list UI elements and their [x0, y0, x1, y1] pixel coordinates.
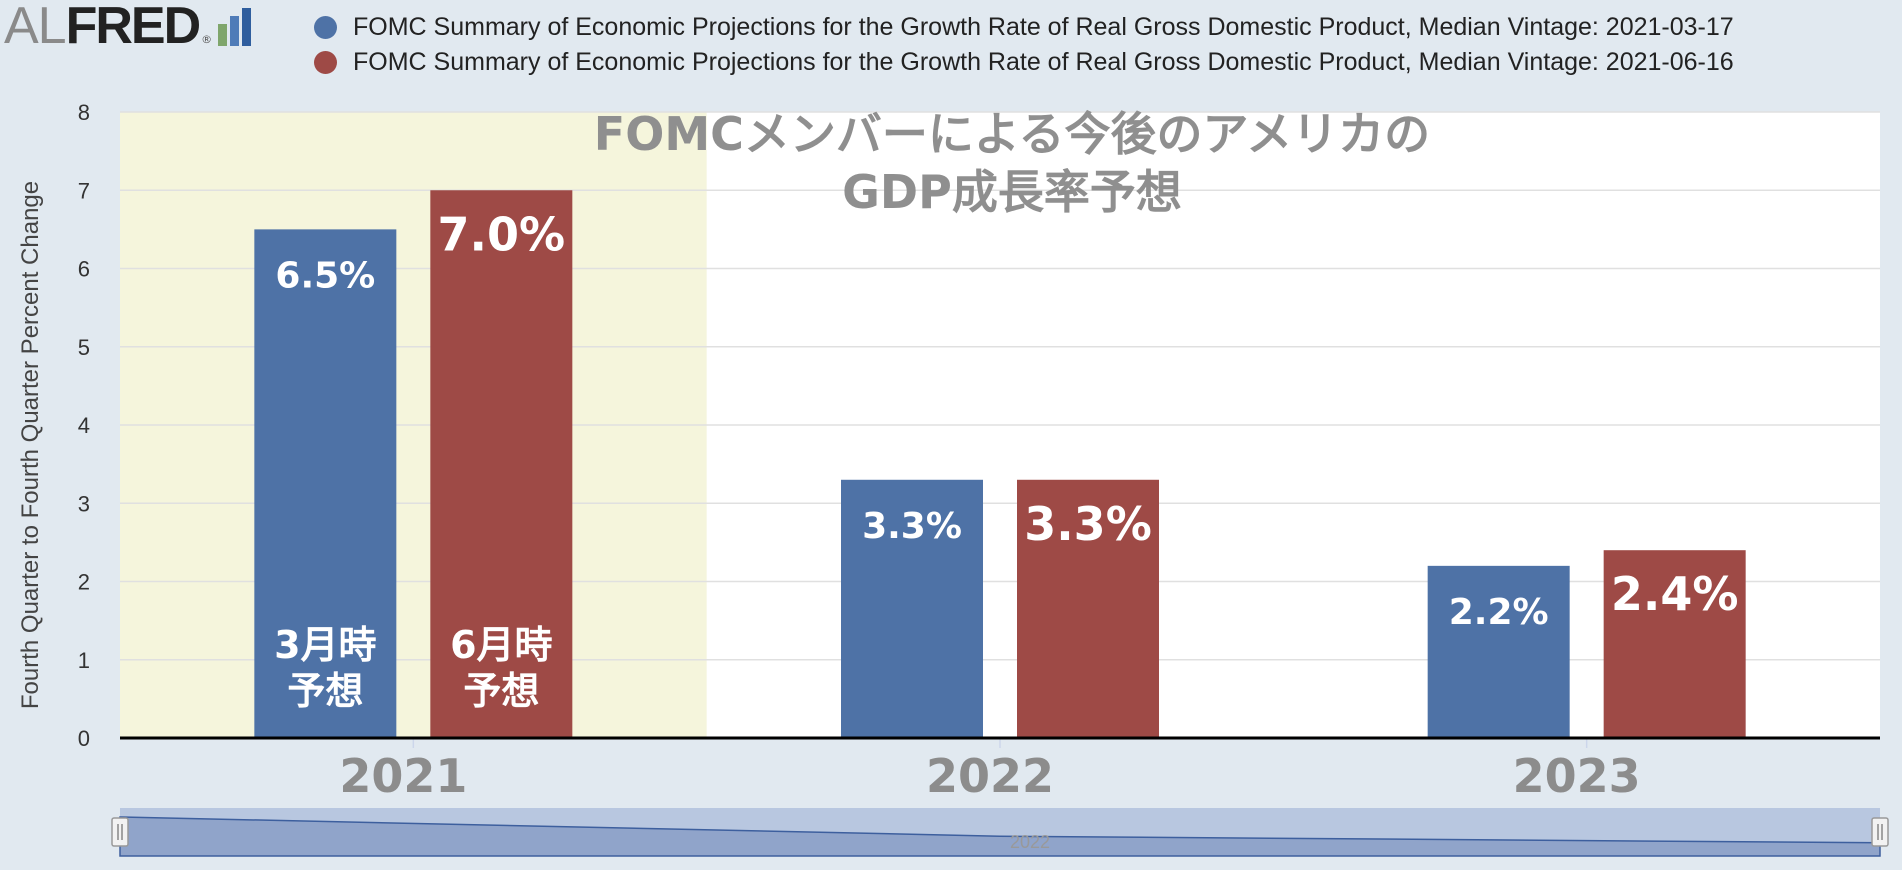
y-tick-label: 8 [78, 100, 90, 125]
logo-fred-text: FRED [65, 0, 202, 55]
bar-2-2021 [430, 190, 573, 738]
legend-item-series-1[interactable]: FOMC Summary of Economic Projections for… [314, 10, 1734, 45]
x-tick-label: 2021 [339, 749, 467, 803]
data-label: 7.0% [438, 207, 566, 261]
y-tick-label: 6 [78, 257, 90, 282]
y-tick-label: 7 [78, 178, 90, 203]
data-label: 2.4% [1611, 567, 1739, 621]
navigator-right-handle[interactable] [1871, 817, 1889, 847]
y-tick-label: 3 [78, 491, 90, 516]
x-tick-label: 2022 [926, 749, 1054, 803]
bar-2-2022 [1017, 479, 1159, 738]
navigator-label: 2022 [1010, 832, 1050, 852]
legend-marker-icon [314, 16, 337, 39]
legend-marker-icon [314, 51, 337, 74]
y-tick-label: 4 [78, 413, 90, 438]
navigator-left-handle[interactable] [111, 817, 129, 847]
chart-legend: FOMC Summary of Economic Projections for… [314, 10, 1734, 80]
logo-al-text: AL [4, 0, 67, 55]
bar-annotation: 予想 [463, 669, 539, 713]
chart-title: FOMCメンバーによる今後のアメリカの [594, 107, 1430, 161]
y-tick-label: 0 [78, 726, 90, 751]
data-label: 2.2% [1449, 592, 1549, 633]
chart-title: GDP成長率予想 [842, 165, 1182, 219]
x-tick-label: 2023 [1513, 749, 1641, 803]
bar-annotation: 3月時 [274, 623, 376, 667]
logo-registered-mark: ® [201, 33, 213, 46]
alfred-logo[interactable]: AL FRED ® [4, 0, 252, 55]
data-label: 3.3% [862, 506, 962, 547]
bar-annotation: 予想 [287, 669, 363, 713]
data-label: 6.5% [275, 255, 375, 296]
logo-bars-icon [218, 6, 252, 46]
bar-1-2022 [841, 479, 983, 738]
y-tick-label: 2 [78, 570, 90, 595]
data-label: 3.3% [1024, 497, 1152, 551]
bar-2-2023 [1603, 550, 1746, 738]
bar-1-2023 [1427, 565, 1570, 738]
bar-1-2021 [254, 229, 397, 738]
legend-item-series-2[interactable]: FOMC Summary of Economic Projections for… [314, 45, 1734, 80]
y-tick-label: 5 [78, 335, 90, 360]
y-tick-label: 1 [78, 648, 90, 673]
legend-label: FOMC Summary of Economic Projections for… [353, 48, 1734, 76]
bar-annotation: 6月時 [450, 623, 552, 667]
y-axis-label: Fourth Quarter to Fourth Quarter Percent… [17, 181, 44, 709]
legend-label: FOMC Summary of Economic Projections for… [353, 13, 1734, 41]
